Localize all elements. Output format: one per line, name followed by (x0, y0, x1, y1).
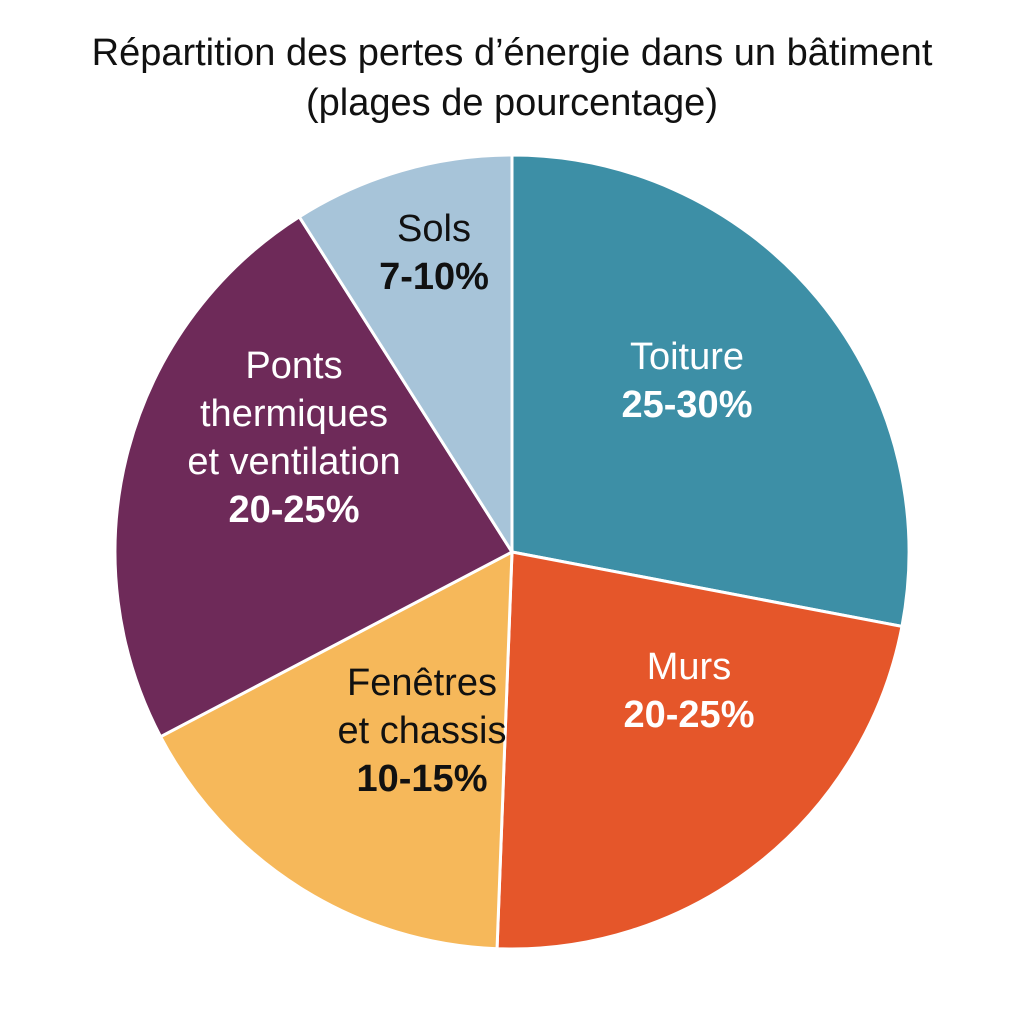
slice-value-2: 20-25% (624, 694, 755, 736)
pie-slice-5 (297, 153, 514, 558)
slice-label-3: Fenêtres et chassis (338, 662, 507, 752)
slice-value-3: 10-15% (357, 758, 488, 800)
slice-value-5: 7-10% (379, 256, 489, 298)
pie-slice-4 (113, 214, 515, 739)
slice-value-1: 25-30% (622, 384, 753, 426)
pie-labels: Toiture 25-30% Murs 20-25% Fenêtres et chassi… (187, 208, 754, 800)
chart-title: Répartition des pertes d’énergie dans un… (91, 32, 933, 124)
slice-label-5: Sols (397, 208, 471, 250)
slice-label-4: Ponts thermiques et ventilation (187, 345, 400, 483)
pie-slice-2 (495, 550, 904, 951)
pie-slices (113, 153, 911, 951)
slice-value-4: 20-25% (229, 489, 360, 531)
slice-label-1: Toiture (630, 336, 744, 378)
slice-label-2: Murs (647, 646, 731, 688)
pie-slice-1 (510, 153, 911, 629)
pie-slice-3 (158, 549, 514, 951)
